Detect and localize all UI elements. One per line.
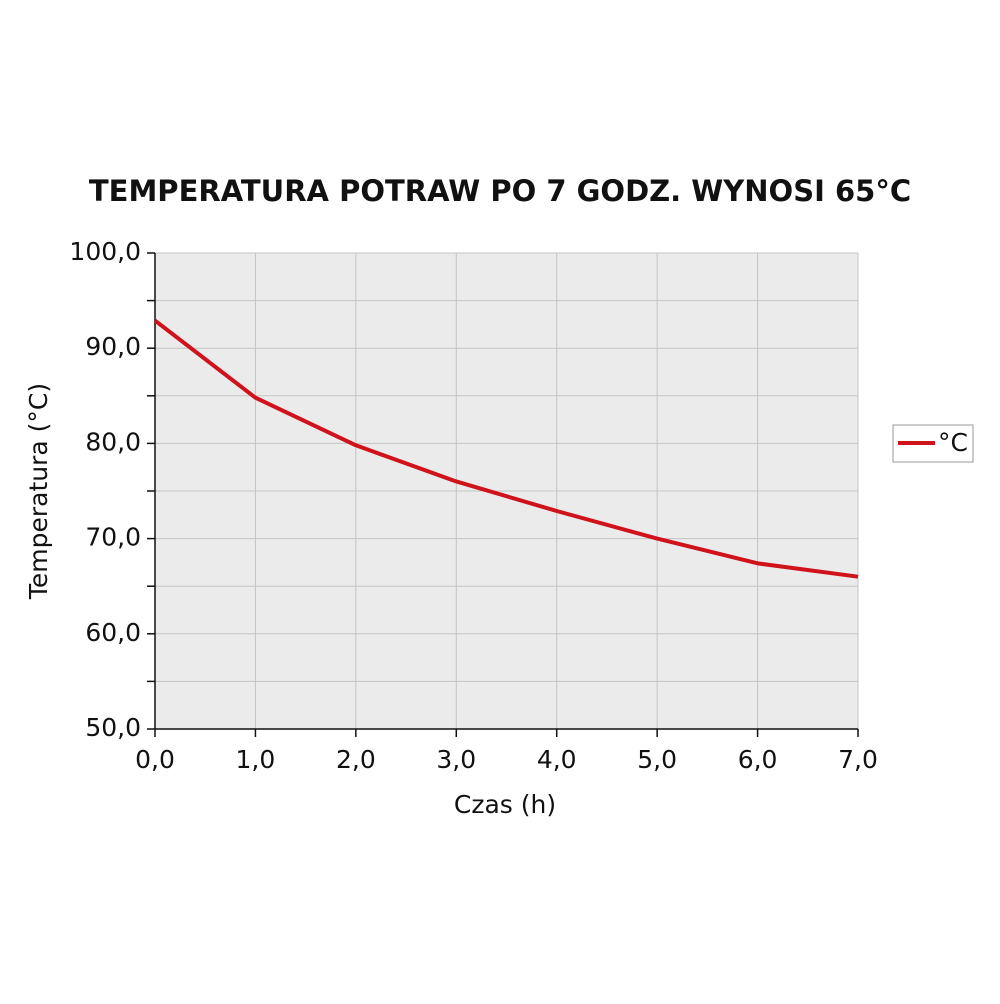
chart-title: TEMPERATURA POTRAW PO 7 GODZ. WYNOSI 65°…	[89, 174, 911, 208]
legend-label: °C	[938, 428, 968, 457]
y-tick-label: 90,0	[85, 332, 141, 361]
y-axis-label: Temperatura (°C)	[24, 383, 53, 600]
data-line	[153, 319, 859, 579]
x-tick-label: 3,0	[436, 745, 476, 774]
y-tick-label: 80,0	[85, 427, 141, 456]
y-tick-label: 60,0	[85, 618, 141, 647]
x-axis-label: Czas (h)	[454, 790, 556, 819]
x-tick-label: 4,0	[537, 745, 577, 774]
x-tick-label: 7,0	[838, 745, 878, 774]
x-tick-label: 5,0	[637, 745, 677, 774]
x-tick-label: 6,0	[738, 745, 778, 774]
y-tick-label: 50,0	[85, 713, 141, 742]
x-tick-label: 0,0	[135, 745, 175, 774]
y-tick-label: 100,0	[69, 237, 141, 266]
x-tick-label: 1,0	[236, 745, 276, 774]
y-tick-label: 70,0	[85, 523, 141, 552]
x-tick-label: 2,0	[336, 745, 376, 774]
